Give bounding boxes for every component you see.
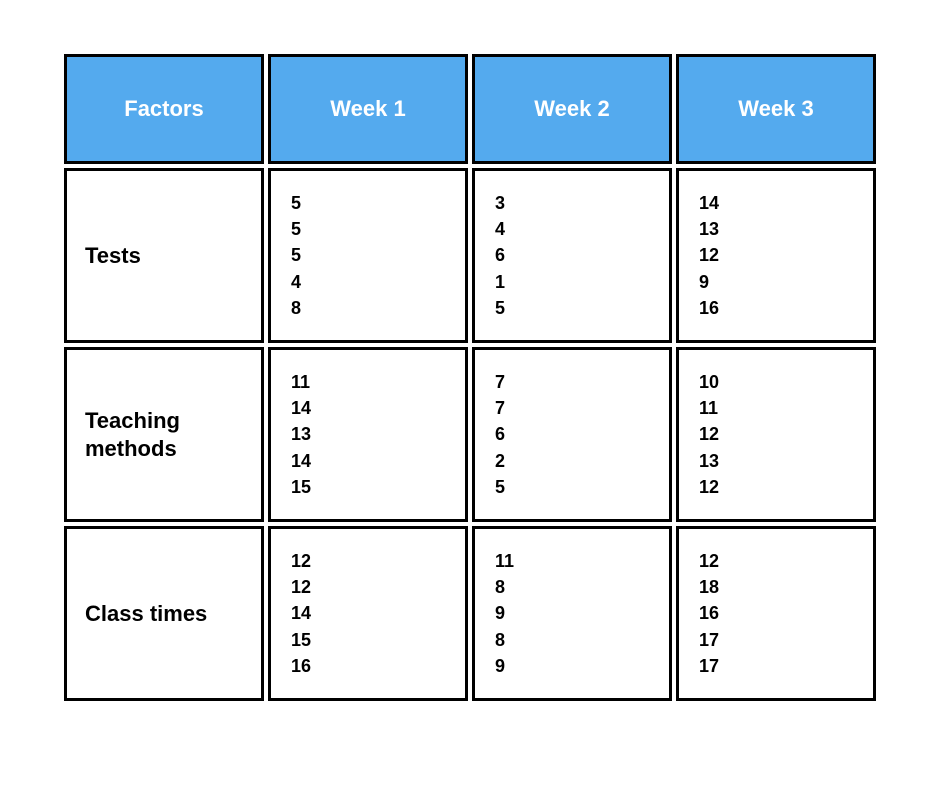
cell-tests-week3: 14 13 12 9 16 <box>676 168 876 343</box>
cell-tests-week1: 5 5 5 4 8 <box>268 168 468 343</box>
table-row: Class times 12 12 14 15 16 11 8 9 8 9 12… <box>64 526 876 701</box>
col-header-week2: Week 2 <box>472 54 672 164</box>
cell-classtimes-week1: 12 12 14 15 16 <box>268 526 468 701</box>
table-container: Factors Week 1 Week 2 Week 3 Tests 5 5 5… <box>0 0 940 755</box>
table-row: Tests 5 5 5 4 8 3 4 6 1 5 14 13 12 9 16 <box>64 168 876 343</box>
cell-teaching-week3: 10 11 12 13 12 <box>676 347 876 522</box>
cell-teaching-week2: 7 7 6 2 5 <box>472 347 672 522</box>
header-row: Factors Week 1 Week 2 Week 3 <box>64 54 876 164</box>
col-header-week3: Week 3 <box>676 54 876 164</box>
row-label-tests: Tests <box>64 168 264 343</box>
col-header-week1: Week 1 <box>268 54 468 164</box>
cell-classtimes-week3: 12 18 16 17 17 <box>676 526 876 701</box>
cell-tests-week2: 3 4 6 1 5 <box>472 168 672 343</box>
row-label-classtimes: Class times <box>64 526 264 701</box>
table-row: Teaching methods 11 14 13 14 15 7 7 6 2 … <box>64 347 876 522</box>
row-label-teaching: Teaching methods <box>64 347 264 522</box>
cell-teaching-week1: 11 14 13 14 15 <box>268 347 468 522</box>
cell-classtimes-week2: 11 8 9 8 9 <box>472 526 672 701</box>
factors-table: Factors Week 1 Week 2 Week 3 Tests 5 5 5… <box>60 50 880 705</box>
col-header-factors: Factors <box>64 54 264 164</box>
